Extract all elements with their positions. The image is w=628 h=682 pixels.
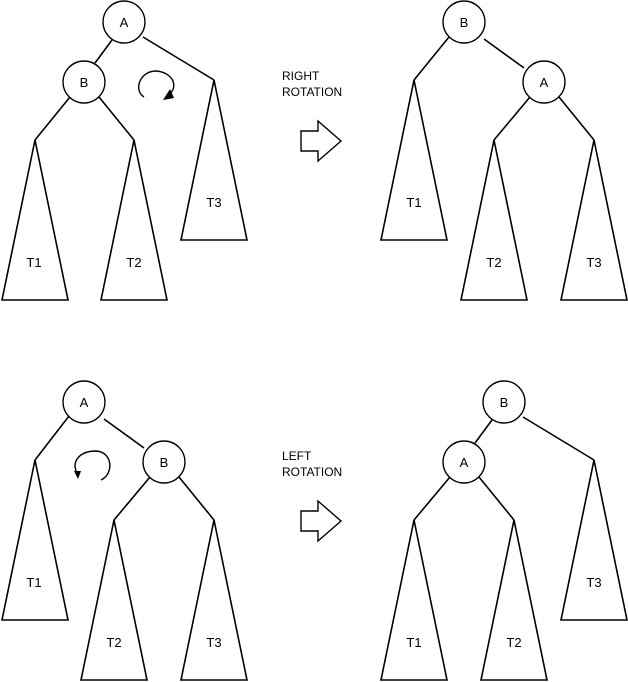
subtree-label: T2 xyxy=(126,255,141,270)
subtree-label: T2 xyxy=(106,635,121,650)
node-root xyxy=(102,0,146,44)
subtree-label: T3 xyxy=(586,575,601,590)
edge-b-to-a xyxy=(474,419,493,444)
subtree-t2 xyxy=(100,139,168,301)
subtree-t2 xyxy=(480,519,548,681)
subtree-label: T1 xyxy=(26,575,41,590)
subtree-t3 xyxy=(560,139,628,301)
right-arrow-icon xyxy=(300,119,343,163)
subtree-label: T3 xyxy=(206,195,221,210)
counterclockwise-rotation-icon xyxy=(74,450,111,481)
right-rotation-before-tree: A B T1 T2 T3 xyxy=(1,0,248,301)
edge-a-to-t3 xyxy=(142,36,215,81)
subtree-t3 xyxy=(560,459,628,621)
edge-b-to-t1 xyxy=(413,36,450,81)
subtree-t2 xyxy=(460,139,528,301)
edge-a-to-t2 xyxy=(493,96,531,141)
left-rotation-caption-line2: ROTATION xyxy=(282,465,342,479)
subtree-t1 xyxy=(1,139,69,301)
node-root xyxy=(62,380,106,424)
subtree-label: T1 xyxy=(406,195,421,210)
edge-b-to-a xyxy=(483,38,525,69)
node-child xyxy=(442,440,486,484)
subtree-label: T3 xyxy=(206,635,221,650)
edge-a-to-t1 xyxy=(413,476,451,521)
edge-b-to-t2 xyxy=(113,476,151,521)
left-rotation-after-tree: B A T1 T2 T3 xyxy=(380,380,628,681)
node-child xyxy=(522,60,566,104)
edge-a-to-t2 xyxy=(478,476,515,521)
subtree-label: T1 xyxy=(406,635,421,650)
edge-a-to-b xyxy=(103,418,145,449)
edge-b-to-t1 xyxy=(34,96,71,141)
node-root xyxy=(482,380,526,424)
left-rotation-before-tree: A B T1 T2 T3 xyxy=(1,380,248,681)
node-child xyxy=(142,440,186,484)
edge-a-to-b xyxy=(94,39,113,64)
subtree-label: T3 xyxy=(586,255,601,270)
subtree-label: T2 xyxy=(506,635,521,650)
node-root xyxy=(442,0,486,44)
subtree-t1 xyxy=(380,79,448,241)
right-rotation-caption-line1: RIGHT xyxy=(282,69,320,83)
node-child-label: B xyxy=(160,455,169,470)
edge-b-to-t3 xyxy=(522,416,595,461)
subtree-t3 xyxy=(180,519,248,681)
subtree-t2 xyxy=(80,519,148,681)
right-rotation-after-tree: B A T1 T2 T3 xyxy=(380,0,628,301)
edge-b-to-t2 xyxy=(98,96,135,141)
subtree-label: T2 xyxy=(486,255,501,270)
edge-a-to-t3 xyxy=(558,96,595,141)
node-root-label: B xyxy=(500,395,509,410)
subtree-t3 xyxy=(180,79,248,241)
node-child-label: A xyxy=(460,455,469,470)
clockwise-rotation-icon xyxy=(138,70,175,100)
node-root-label: B xyxy=(460,15,469,30)
edge-b-to-t3 xyxy=(178,476,215,521)
right-arrow-icon xyxy=(300,499,343,543)
left-rotation-caption-line1: LEFT xyxy=(282,449,312,463)
node-child-label: A xyxy=(540,75,549,90)
edge-a-to-t1 xyxy=(34,415,70,461)
node-child xyxy=(62,60,106,104)
subtree-label: T1 xyxy=(26,255,41,270)
subtree-t1 xyxy=(380,519,448,681)
node-root-label: A xyxy=(80,395,89,410)
subtree-t1 xyxy=(1,459,69,621)
right-rotation-caption-line2: ROTATION xyxy=(282,85,342,99)
node-child-label: B xyxy=(80,75,89,90)
node-root-label: A xyxy=(120,15,129,30)
